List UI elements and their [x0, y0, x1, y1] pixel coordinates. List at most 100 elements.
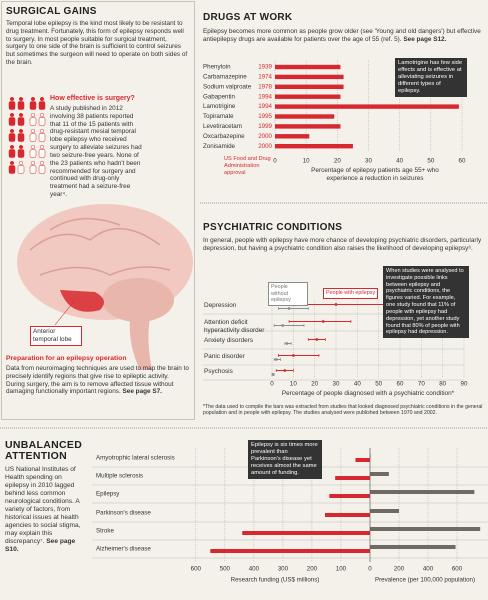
category-label: Phenytoin [203, 64, 231, 71]
category-label: Carbamazepine [203, 74, 247, 81]
category-label: Panic disorder [204, 353, 245, 360]
person-icon-body [8, 149, 16, 158]
category-label: Psychosis [204, 368, 233, 375]
point [281, 324, 285, 327]
bar [370, 527, 481, 531]
x-tick-label: 200 [307, 566, 318, 573]
person-icon-body [8, 101, 16, 110]
category-label: Oxcarbazepine [203, 133, 245, 140]
bar [335, 476, 370, 480]
person-icon-body [38, 101, 46, 110]
bar [355, 458, 370, 462]
person-icon-body [38, 149, 46, 158]
x-tick-label: 400 [249, 566, 260, 573]
person-icon-head [9, 128, 15, 134]
person-icon-head [18, 96, 24, 102]
person-icon-head [30, 160, 36, 166]
legend-label: People with epilepsy [323, 288, 379, 299]
x-tick-label: 60 [397, 381, 404, 388]
x-tick-label: 80 [439, 381, 446, 388]
point [321, 320, 325, 323]
cerebellum [102, 278, 174, 322]
bar [275, 104, 459, 109]
paragraph: Data from neuroimaging techniques are us… [6, 365, 189, 396]
person-icon-body [29, 101, 37, 110]
annotation: Lamotrigine has few side effects and is … [395, 58, 467, 98]
x-tick-label: 200 [394, 566, 405, 573]
person-icon-body [8, 133, 16, 142]
bar [275, 114, 335, 119]
person-icon-body [17, 117, 25, 126]
section-title: UNBALANCED ATTENTION [5, 439, 83, 463]
brain-label: Anterior temporal lobe [30, 326, 82, 346]
person-icon-head [9, 96, 15, 102]
annotation: When studies were analysed to investigat… [383, 266, 469, 339]
axis-title: Percentage of people diagnosed with a ps… [281, 390, 455, 397]
x-tick-label: 50 [375, 381, 382, 388]
person-icon-head [9, 144, 15, 150]
year-label: 1939 [258, 64, 272, 71]
bar [329, 494, 370, 498]
person-icon-body [29, 133, 37, 142]
bar [370, 472, 389, 476]
category-label: Anxiety disorders [204, 337, 254, 344]
section-title: DRUGS AT WORK [203, 12, 293, 23]
bar [275, 144, 353, 149]
category-label: Lamotrigine [203, 103, 236, 110]
person-icon-head [18, 160, 24, 166]
point [271, 373, 275, 376]
bar [370, 545, 456, 549]
person-icon-body [38, 165, 46, 174]
leader-line [54, 299, 76, 326]
person-icon-body [29, 117, 37, 126]
x-tick-label: 40 [354, 381, 361, 388]
x-tick-label: 10 [303, 158, 310, 165]
x-tick-label: 600 [452, 566, 463, 573]
bar [275, 84, 344, 89]
x-tick-label: 500 [220, 566, 231, 573]
paragraph: Epilepsy becomes more common as people g… [203, 28, 483, 44]
person-icon-head [9, 160, 15, 166]
category-label: Levetiracetam [203, 123, 242, 130]
paragraph: In general, people with epilepsy have mo… [203, 237, 482, 252]
category-label: Sodium valproate [203, 83, 252, 90]
paragraph: Temporal lobe epilepsy is the kind most … [6, 20, 188, 67]
x-tick-label: 10 [290, 381, 297, 388]
axis-title: Percentage of epilepsy patients age 55+ … [311, 167, 439, 182]
paragraph: A study published in 2012 involving 38 p… [50, 105, 142, 198]
category-label: Zonisamide [203, 143, 236, 150]
person-icon-body [17, 101, 25, 110]
x-tick-label: 100 [336, 566, 347, 573]
bar [275, 74, 344, 80]
year-label: 2000 [258, 133, 272, 140]
point [287, 307, 291, 310]
x-tick-label: 30 [365, 158, 372, 165]
person-icon-head [18, 128, 24, 134]
x-tick-label: 300 [278, 566, 289, 573]
point [283, 369, 287, 372]
year-label: 1995 [258, 113, 272, 120]
x-tick-label: 600 [191, 566, 202, 573]
bar [275, 64, 341, 70]
bar [275, 124, 341, 129]
person-icon-head [30, 128, 36, 134]
category-label: Depression [204, 302, 237, 309]
category-label: Alzheimer's disease [96, 546, 151, 553]
temporal-lobe [60, 290, 104, 312]
x-tick-label: 0 [273, 158, 277, 165]
person-icon-body [17, 165, 25, 174]
person-icon-head [39, 96, 45, 102]
x-tick-label: 0 [270, 381, 274, 388]
bar [275, 134, 310, 139]
category-label: Gabapentin [203, 93, 236, 100]
person-icon-body [29, 149, 37, 158]
x-tick-label: 90 [461, 381, 468, 388]
brain-stem [129, 318, 152, 370]
x-tick-label: 60 [459, 158, 466, 165]
year-label: 1999 [258, 123, 272, 130]
person-icon-body [17, 149, 25, 158]
footnote: *The data used to compile the bars was e… [203, 404, 483, 417]
point [334, 303, 338, 306]
